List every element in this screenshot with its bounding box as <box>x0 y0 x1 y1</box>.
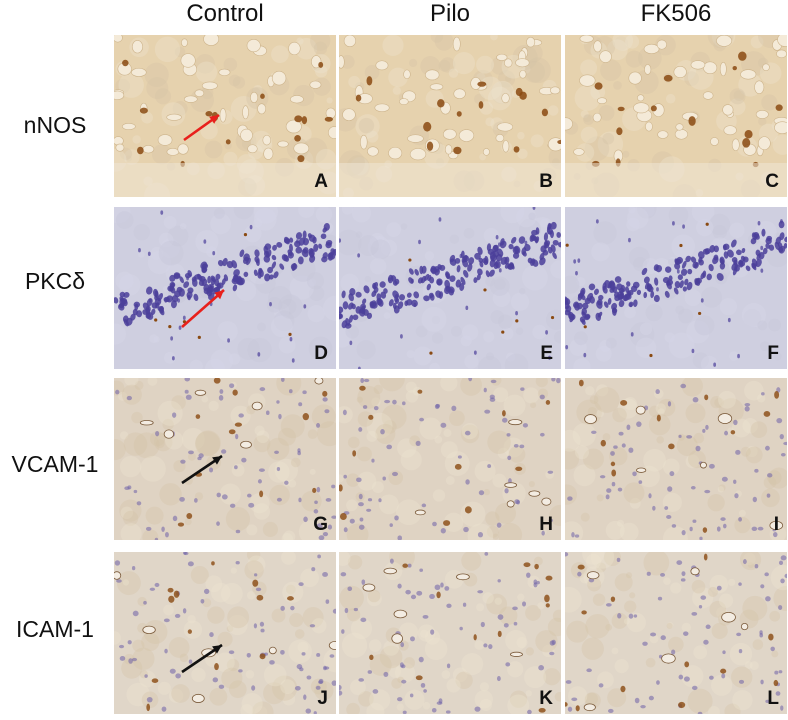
column-header-control: Control <box>186 0 264 27</box>
micrograph-image <box>565 552 787 714</box>
micrograph-image <box>339 35 561 197</box>
row-label-vcam-1: VCAM-1 <box>11 451 99 477</box>
panel-j: J <box>114 552 336 714</box>
micrograph-image <box>565 207 787 369</box>
panel-f: F <box>565 207 787 369</box>
micrograph-image <box>114 552 336 714</box>
micrograph-image <box>114 207 336 369</box>
panel-letter: J <box>317 688 328 709</box>
panel-letter: K <box>539 688 553 709</box>
panel-i: I <box>565 378 787 540</box>
panel-letter: L <box>767 688 779 709</box>
row-label-icam-1: ICAM-1 <box>16 616 94 642</box>
micrograph-image <box>565 378 787 540</box>
micrograph-image <box>339 207 561 369</box>
panel-e: E <box>339 207 561 369</box>
panel-letter: G <box>313 514 328 535</box>
panel-c: C <box>565 35 787 197</box>
micrograph-image <box>114 378 336 540</box>
micrograph-image <box>565 35 787 197</box>
panel-a: A <box>114 35 336 197</box>
panel-letter: A <box>314 171 328 192</box>
panel-letter: D <box>314 343 328 364</box>
panel-l: L <box>565 552 787 714</box>
micrograph-image <box>114 35 336 197</box>
panel-k: K <box>339 552 561 714</box>
panel-d: D <box>114 207 336 369</box>
arrow-icon <box>181 643 223 674</box>
row-label-pkcd: PKCδ <box>24 268 86 294</box>
column-header-fk506: FK506 <box>640 0 712 27</box>
panel-letter: H <box>539 514 553 535</box>
panel-letter: C <box>765 171 779 192</box>
arrow-icon <box>181 454 223 485</box>
column-header-pilo: Pilo <box>429 0 471 27</box>
row-label-nnos: nNOS <box>23 112 87 138</box>
arrow-icon <box>183 113 220 142</box>
arrow-icon <box>181 289 225 328</box>
panel-h: H <box>339 378 561 540</box>
micrograph-image <box>339 378 561 540</box>
panel-letter: B <box>539 171 553 192</box>
panel-letter: I <box>773 514 779 535</box>
panel-b: B <box>339 35 561 197</box>
micrograph-image <box>339 552 561 714</box>
panel-letter: F <box>767 343 779 364</box>
panel-g: G <box>114 378 336 540</box>
panel-letter: E <box>540 343 553 364</box>
